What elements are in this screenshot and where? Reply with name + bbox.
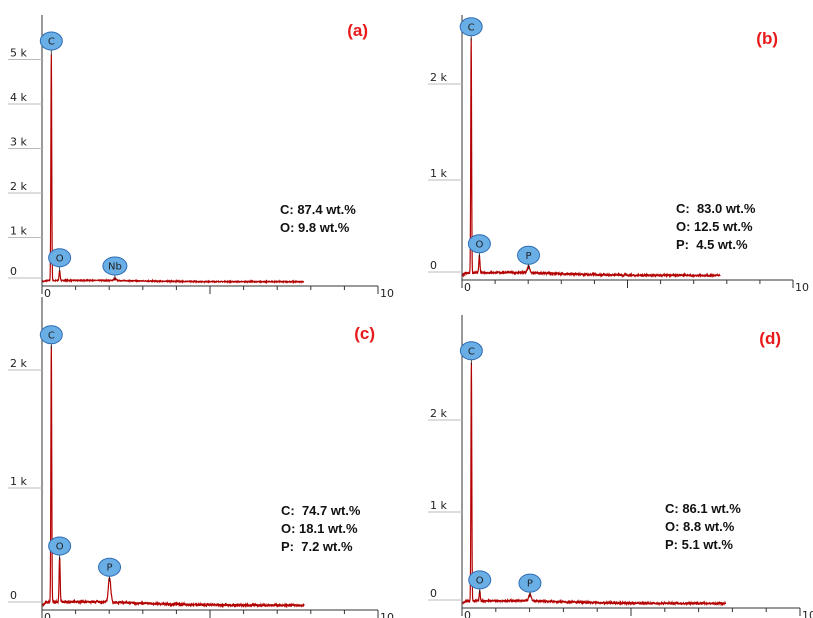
peak-label: P xyxy=(107,563,113,574)
spectrum-panel-d: 0 10 0 1 k 2 k C O P (d) C: 86.1 wt.% O: 8.8 wt.% P… xyxy=(428,315,813,618)
y-tick-label: 2 k xyxy=(430,71,447,84)
x-tick-label: 10 xyxy=(795,281,809,294)
y-tick-label: 0 xyxy=(10,589,17,602)
peak-label: C xyxy=(48,37,55,48)
y-tick-label: 2 k xyxy=(10,357,27,370)
composition-annotation: P: 5.1 wt.% xyxy=(665,537,733,552)
composition-annotation: O: 9.8 wt.% xyxy=(280,220,350,235)
spectrum-line xyxy=(462,362,727,607)
x-tick-label: 0 xyxy=(44,611,51,618)
y-tick-label: 2 k xyxy=(10,180,27,193)
spectrum-panel-c: 0 10 0 1 k 2 k C O P (c) C: 74.7 wt.% O: 18.1 wt.%… xyxy=(8,297,394,618)
peak-marker-c: C xyxy=(39,31,63,56)
peak-marker-p: P xyxy=(98,557,122,582)
y-tick-label: 1 k xyxy=(430,167,447,180)
x-tick-label: 10 xyxy=(380,287,394,300)
x-tick-label: 0 xyxy=(464,281,471,294)
y-tick-label: 2 k xyxy=(430,407,447,420)
x-tick-label: 10 xyxy=(380,611,394,618)
peak-label: O xyxy=(476,575,484,586)
spectrum-panel-b: 0 10 0 1 k 2 k C O P (b) C: 83.0 wt.% O: 12.5 wt.%… xyxy=(428,15,809,294)
y-tick-label: 0 xyxy=(430,587,437,600)
panel-label: (d) xyxy=(759,329,781,348)
composition-annotation: C: 83.0 wt.% xyxy=(676,201,756,216)
peak-label: C xyxy=(48,330,55,341)
x-tick-label: 0 xyxy=(464,609,471,618)
composition-annotation: C: 87.4 wt.% xyxy=(280,202,356,217)
composition-annotation: O: 18.1 wt.% xyxy=(281,521,358,536)
y-tick-label: 1 k xyxy=(10,475,27,488)
panel-label: (a) xyxy=(347,21,368,40)
peak-label: C xyxy=(468,346,475,357)
y-tick-label: 4 k xyxy=(10,91,27,104)
peak-marker-c: C xyxy=(39,325,63,349)
peak-marker-nb: Nb xyxy=(102,256,128,280)
peak-marker-o: O xyxy=(467,234,491,258)
spectrum-line xyxy=(42,54,305,285)
peak-marker-c: C xyxy=(459,17,483,41)
spectrum-panel-a: 0 10 0 1 k 2 k 3 k 4 k 5 k C O Nb (a) C: 87.4 wt.% O:… xyxy=(8,15,394,300)
x-tick-label: 10 xyxy=(802,609,813,618)
peak-label: P xyxy=(526,251,532,262)
peak-label: Nb xyxy=(108,261,122,272)
composition-annotation: P: 7.2 wt.% xyxy=(281,539,353,554)
composition-annotation: O: 12.5 wt.% xyxy=(676,219,753,234)
panel-label: (b) xyxy=(756,29,778,48)
y-tick-label: 3 k xyxy=(10,136,27,149)
composition-annotation: O: 8.8 wt.% xyxy=(665,519,735,534)
peak-marker-p: P xyxy=(517,245,541,270)
spectrum-line xyxy=(42,345,305,609)
peak-marker-o: O xyxy=(48,248,72,272)
y-tick-label: 5 k xyxy=(10,47,27,60)
panel-label: (c) xyxy=(354,324,375,343)
peak-marker-o: O xyxy=(48,536,72,560)
peak-label: O xyxy=(56,253,64,264)
spectrum-line xyxy=(462,38,721,279)
x-tick-label: 0 xyxy=(44,287,51,300)
y-tick-label: 0 xyxy=(430,259,437,272)
peak-label: C xyxy=(468,22,475,33)
peak-marker-c: C xyxy=(459,341,483,365)
y-tick-label: 1 k xyxy=(430,499,447,512)
y-tick-label: 1 k xyxy=(10,225,27,238)
peak-label: P xyxy=(527,579,533,590)
peak-marker-p: P xyxy=(518,573,542,598)
peak-label: O xyxy=(56,541,64,552)
composition-annotation: C: 74.7 wt.% xyxy=(281,503,361,518)
composition-annotation: C: 86.1 wt.% xyxy=(665,501,741,516)
peak-label: O xyxy=(475,239,483,250)
peak-marker-o: O xyxy=(468,570,492,594)
y-tick-label: 0 xyxy=(10,265,17,278)
composition-annotation: P: 4.5 wt.% xyxy=(676,237,748,252)
